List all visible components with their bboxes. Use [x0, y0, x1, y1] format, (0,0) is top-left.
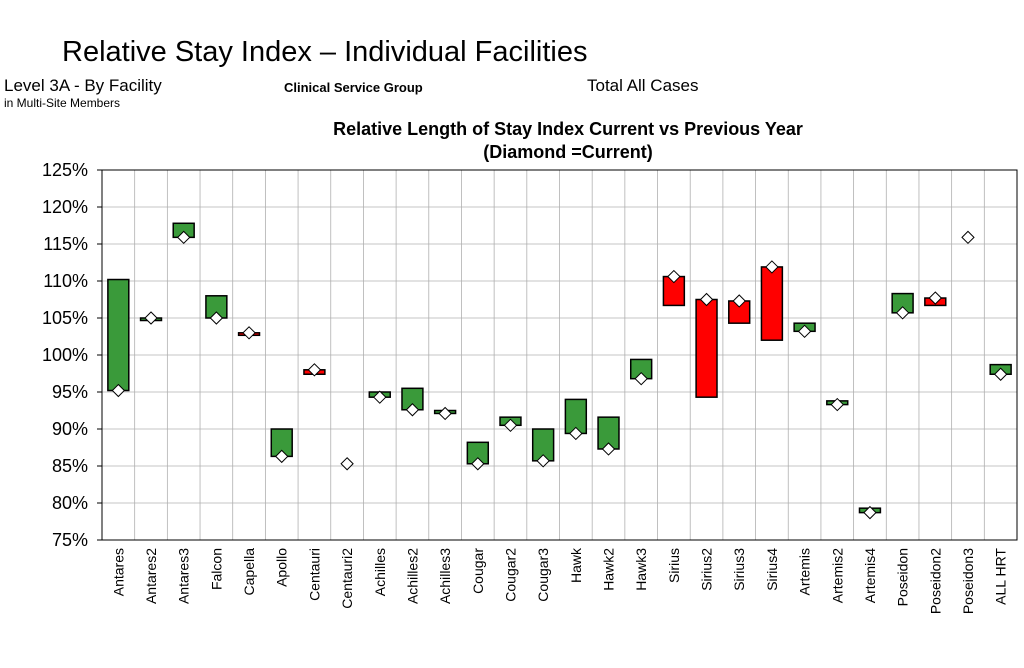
total-cases-label: Total All Cases: [587, 76, 699, 95]
current-marker-cougar: [471, 457, 485, 471]
x-tick-label: Apollo: [274, 548, 290, 587]
x-tick-label: Antares: [110, 548, 126, 596]
x-tick-label: Antares3: [176, 548, 192, 604]
current-marker-cougar3: [536, 454, 550, 468]
current-marker-antares2: [144, 311, 158, 325]
chart-title: Relative Length of Stay Index Current vs…: [333, 119, 803, 139]
x-tick-label: Artemis2: [829, 548, 845, 603]
clinical-service-group-label: Clinical Service Group: [284, 80, 423, 95]
x-tick-label: Achilles3: [437, 548, 453, 604]
x-tick-label: Capella: [241, 548, 257, 596]
y-tick-label: 105%: [42, 308, 88, 328]
current-marker-hawk3: [634, 371, 648, 386]
current-marker-artemis2: [830, 397, 844, 412]
bar-sirius2: [695, 298, 718, 398]
x-tick-label: Centauri2: [339, 548, 355, 609]
x-tick-label: Cougar2: [502, 548, 518, 602]
x-tick-labels: Antares Antares2 Antares3 Falcon Capella Apol…: [110, 547, 1008, 614]
current-marker-centauri: [307, 363, 322, 377]
current-marker-hawk2: [601, 442, 616, 456]
y-tick-label: 90%: [52, 419, 88, 439]
y-tick-labels: 75% 80% 85% 90% 95% 100% 105% 110% 115% 120% 125%: [42, 160, 88, 550]
current-marker-achilles: [373, 390, 387, 404]
current-marker-poseidon: [895, 306, 910, 320]
plot-frame: [101, 169, 1018, 541]
x-tick-label: Sirius4: [764, 548, 780, 591]
current-markers: [111, 230, 1008, 520]
x-tick-label: Hawk2: [601, 548, 617, 591]
current-marker-apollo: [275, 449, 289, 464]
x-tick-label: Centauri: [306, 548, 322, 601]
current-marker-achilles3: [438, 406, 452, 421]
current-marker-centauri2: [340, 457, 354, 471]
x-tick-label: Sirius2: [699, 548, 715, 591]
y-tick-label: 125%: [42, 160, 88, 180]
x-tick-label: Antares2: [143, 548, 159, 604]
x-tick-label: Artemis4: [862, 548, 878, 603]
current-marker-hawk: [569, 426, 583, 441]
current-marker-sirius: [667, 269, 681, 284]
gridlines: [97, 169, 1017, 541]
bar-sirius4: [760, 266, 784, 341]
y-tick-label: 75%: [52, 530, 88, 550]
x-tick-label: Hawk: [568, 547, 584, 583]
x-tick-label: Achilles2: [404, 548, 420, 604]
current-marker-poseidon2: [928, 291, 943, 305]
x-tick-label: Poseidon3: [960, 548, 976, 614]
y-tick-label: 80%: [52, 493, 88, 513]
x-tick-label: Sirius: [666, 548, 682, 583]
x-tick-label: Artemis: [797, 548, 813, 595]
current-marker-all hrt: [993, 367, 1008, 381]
y-tick-label: 85%: [52, 456, 88, 476]
slide-title: Relative Stay Index – Individual Facilit…: [62, 36, 588, 68]
x-tick-label: ALL HRT: [993, 548, 1009, 605]
current-marker-antares3: [176, 230, 191, 245]
y-tick-label: 110%: [43, 271, 88, 291]
x-tick-label: Cougar3: [535, 548, 551, 602]
level-label: Level 3A - By Facility: [4, 76, 162, 95]
chart-subtitle: (Diamond =Current): [483, 142, 653, 162]
current-marker-sirius4: [765, 260, 779, 274]
current-marker-artemis: [797, 324, 812, 339]
y-tick-label: 115%: [43, 234, 88, 254]
y-tick-label: 120%: [42, 197, 88, 217]
level-sublabel: in Multi-Site Members: [4, 96, 121, 110]
current-marker-sirius2: [699, 292, 714, 307]
bar-antares: [107, 278, 130, 392]
current-marker-capella: [242, 326, 256, 340]
x-tick-label: Sirius3: [731, 548, 747, 591]
x-tick-label: Achilles: [372, 548, 388, 596]
current-marker-antares: [111, 383, 126, 398]
current-marker-artemis4: [863, 505, 877, 520]
chart-title-block: Relative Length of Stay Index Current vs…: [248, 118, 888, 164]
y-tick-label: 95%: [52, 382, 88, 402]
current-marker-poseidon3: [961, 230, 975, 245]
y-tick-label: 100%: [42, 345, 88, 365]
current-marker-falcon: [209, 311, 224, 325]
current-marker-cougar2: [503, 418, 518, 433]
x-tick-label: Falcon: [208, 548, 224, 590]
x-tick-label: Poseidon2: [927, 548, 943, 614]
current-marker-sirius3: [732, 294, 746, 308]
current-marker-achilles2: [405, 403, 420, 417]
x-tick-label: Hawk3: [633, 548, 649, 591]
x-tick-label: Poseidon: [895, 548, 911, 606]
x-tick-label: Cougar: [470, 548, 486, 594]
